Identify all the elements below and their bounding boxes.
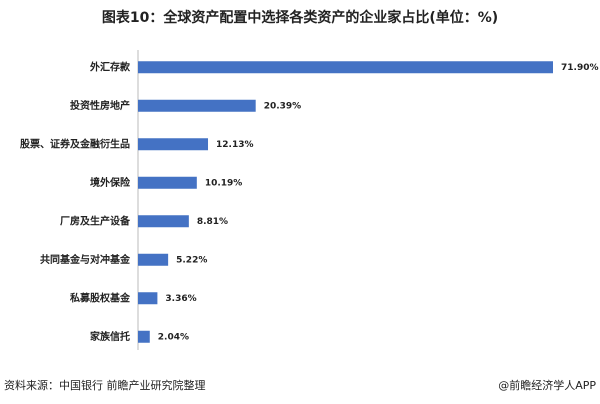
category-label: 外汇存款 [89, 60, 131, 73]
value-label: 71.90% [561, 63, 599, 73]
bar [138, 138, 209, 151]
value-label: 10.19% [205, 178, 243, 188]
category-label: 厂房及生产设备 [60, 214, 131, 227]
bar [138, 253, 169, 266]
value-label: 3.36% [165, 294, 196, 304]
value-label: 8.81% [197, 217, 228, 227]
category-label: 投资性房地产 [70, 99, 130, 112]
category-label: 境外保险 [90, 176, 131, 189]
bar [138, 176, 197, 189]
value-label: 12.13% [216, 140, 254, 150]
category-label: 私募股权基金 [69, 291, 131, 304]
category-label: 家族信托 [90, 330, 130, 343]
brand: @前瞻经济学人APP [498, 378, 596, 392]
value-label: 2.04% [158, 332, 189, 342]
category-label: 股票、证券及金融衍生品 [20, 137, 130, 150]
value-label: 5.22% [176, 255, 207, 265]
category-label: 共同基金与对冲基金 [40, 253, 131, 266]
bar [138, 330, 150, 343]
chart-title: 图表10：全球资产配置中选择各类资产的企业家占比(单位：%) [102, 9, 498, 26]
value-label: 20.39% [264, 101, 302, 111]
bar [138, 215, 189, 228]
bar [138, 292, 158, 305]
bar [138, 61, 553, 74]
bar [138, 99, 256, 112]
source-note: 资料来源：中国银行 前瞻产业研究院整理 [4, 378, 206, 392]
